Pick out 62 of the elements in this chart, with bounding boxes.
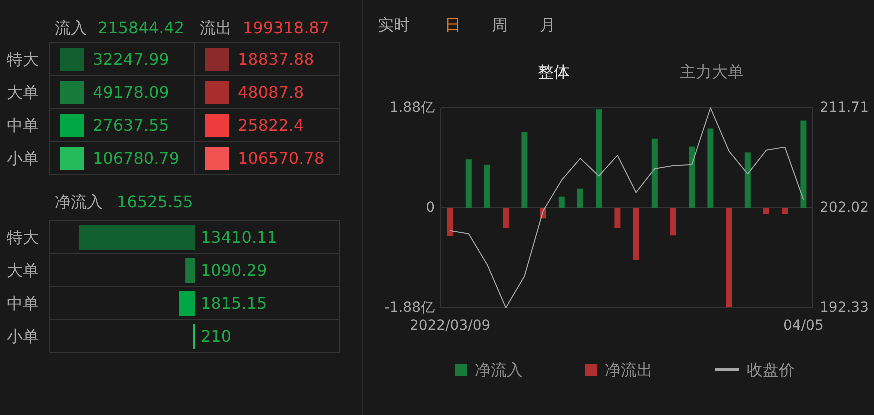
y-tick-label: -1.88亿	[384, 300, 435, 316]
y-tick-label: 中单	[7, 294, 39, 313]
bar	[503, 208, 510, 228]
legend-label: 收盘价	[747, 360, 795, 380]
data-label: 106780.79	[93, 149, 180, 168]
data-label: 25822.4	[238, 116, 304, 135]
x-tick-label: 2022/03/09	[410, 318, 491, 334]
text: 流出	[200, 18, 232, 38]
y-tick-label: 1.88亿	[390, 100, 435, 116]
text: 月	[540, 16, 556, 34]
line-series	[450, 108, 804, 308]
data-label: 210	[201, 327, 232, 346]
bar	[578, 188, 584, 208]
bar	[179, 291, 195, 316]
data-label: 18837.88	[238, 50, 314, 69]
data-label: 27637.55	[93, 116, 170, 135]
bar	[633, 208, 640, 260]
text: 日	[445, 16, 461, 34]
text: 整体	[538, 62, 570, 82]
y2-tick-label: 192.33	[820, 300, 869, 316]
legend-label: 净流入	[475, 360, 523, 380]
text: 周	[492, 16, 508, 34]
bar	[726, 208, 732, 308]
y-tick-label: 大单	[7, 261, 39, 280]
text: 实时	[378, 16, 410, 34]
bar	[764, 208, 770, 214]
x-tick-label: 04/05	[784, 318, 824, 334]
bar	[596, 110, 602, 208]
bar	[186, 258, 195, 283]
legend-label: 净流出	[605, 360, 653, 380]
bar	[79, 225, 195, 250]
bar	[670, 208, 676, 236]
bar	[558, 196, 565, 208]
bar	[689, 146, 696, 208]
data-label: 1815.15	[201, 294, 268, 313]
data-label: 48087.8	[238, 83, 304, 102]
text: 主力大单	[680, 62, 744, 82]
y2-tick-label: 202.02	[820, 200, 869, 216]
bar	[447, 208, 454, 236]
chart-title: 净流入	[55, 192, 103, 212]
data-label: 1090.29	[201, 261, 268, 280]
bar	[708, 128, 714, 208]
y2-tick-label: 211.71	[820, 100, 869, 116]
bar	[782, 208, 788, 214]
data-label: 13410.11	[201, 228, 278, 247]
bar	[466, 160, 472, 208]
y-tick-label: 小单	[7, 327, 39, 346]
text: 199318.87	[243, 18, 330, 38]
data-label: 32247.99	[93, 50, 170, 69]
data-label: 106570.78	[238, 149, 325, 168]
bar	[484, 164, 490, 208]
y-tick-label: 0	[426, 200, 435, 216]
bar	[614, 208, 621, 228]
data-label: 49178.09	[93, 83, 170, 102]
bar	[652, 138, 658, 208]
text: 16525.55	[117, 192, 194, 212]
y-tick-label: 特大	[7, 228, 39, 247]
bar	[744, 152, 751, 208]
bar	[522, 132, 528, 208]
bar	[800, 120, 807, 208]
text: 215844.42	[98, 18, 185, 38]
text: 流入	[55, 18, 87, 38]
